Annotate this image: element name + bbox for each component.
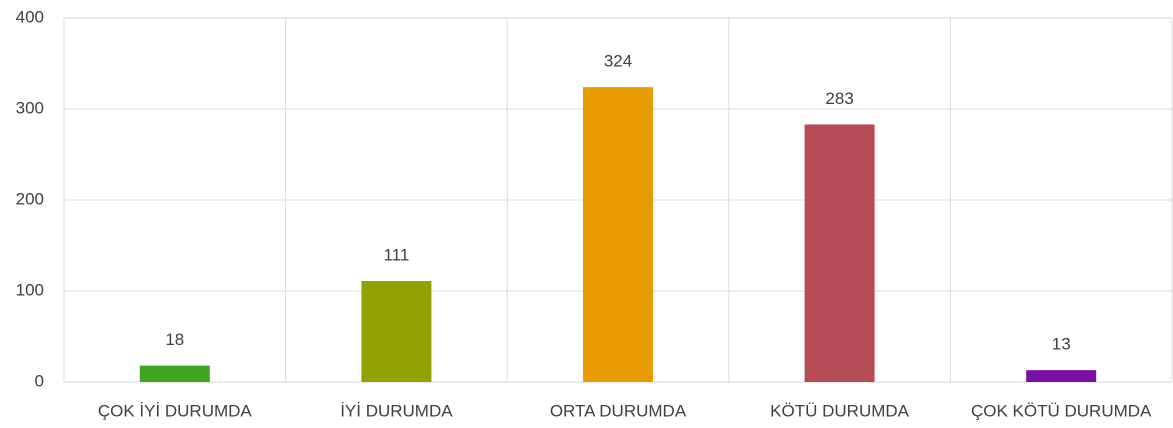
bar (583, 87, 653, 382)
data-label: 13 (1052, 335, 1071, 354)
x-tick-label: ÇOK İYİ DURUMDA (98, 401, 253, 420)
x-tick-label: KÖTÜ DURUMDA (770, 401, 909, 420)
data-label: 111 (383, 245, 409, 264)
bar (139, 365, 210, 382)
y-tick-label: 100 (16, 280, 44, 299)
bar (804, 124, 875, 382)
y-tick-label: 0 (35, 371, 44, 390)
x-tick-label: İYİ DURUMDA (340, 401, 453, 420)
x-tick-label: ORTA DURUMDA (550, 401, 687, 420)
y-tick-label: 200 (16, 189, 44, 208)
data-label: 324 (604, 52, 632, 71)
x-tick-label: ÇOK KÖTÜ DURUMDA (971, 401, 1152, 420)
y-tick-label: 400 (16, 7, 44, 26)
bar (361, 280, 432, 382)
data-label: 18 (165, 330, 184, 349)
bar (1026, 370, 1097, 382)
data-label: 283 (825, 89, 853, 108)
y-tick-label: 300 (16, 98, 44, 117)
